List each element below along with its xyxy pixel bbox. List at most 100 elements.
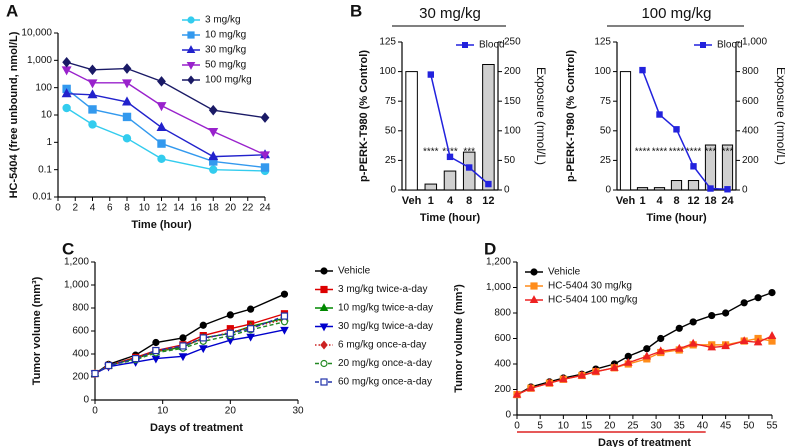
marker: [768, 289, 776, 297]
marker: [280, 290, 289, 298]
y-tick-label: 0.01: [33, 192, 53, 203]
legend-marker: [320, 267, 328, 275]
bar: [462, 151, 476, 191]
x-tick-label: Veh: [402, 195, 422, 207]
significance: ****: [423, 147, 439, 158]
y-tick-label: 0: [83, 395, 89, 406]
y-tick-label: 100: [379, 66, 396, 77]
legend-marker: [187, 16, 195, 24]
y-tick-label: 50: [600, 125, 612, 136]
y-tick-label: 0: [505, 410, 511, 421]
legend-label: HC-5404 100 mg/kg: [548, 295, 638, 306]
x-axis-label: Time (hour): [646, 212, 707, 224]
legend-label: 100 mg/kg: [205, 75, 252, 86]
marker: [591, 366, 601, 375]
y2-axis-label: Exposure (nmol/L): [534, 67, 548, 165]
panel-label: A: [6, 1, 18, 20]
marker: [246, 333, 255, 342]
marker: [157, 154, 166, 163]
y-tick-label: 10: [41, 110, 53, 121]
marker: [280, 312, 289, 320]
marker: [178, 353, 188, 362]
legend-label: HC-5404 30 mg/kg: [548, 281, 632, 292]
marker: [198, 345, 208, 354]
x-axis-label: Days of treatment: [598, 437, 691, 447]
x-tick-label: 1: [639, 195, 645, 207]
marker: [122, 63, 132, 74]
series-line: [66, 88, 266, 169]
marker: [707, 185, 714, 192]
marker: [104, 361, 113, 370]
x-tick-label: 40: [697, 421, 709, 432]
y-tick-label: 1,200: [486, 257, 511, 268]
legend-label: 30 mg/kg: [205, 45, 246, 56]
y-tick-label: 600: [72, 326, 89, 337]
marker: [754, 294, 762, 302]
x-tick-label: 5: [537, 421, 543, 432]
x-tick-label: 8: [466, 195, 472, 207]
y-tick-label: 10,000: [21, 28, 52, 39]
marker: [152, 346, 160, 355]
bar: [482, 63, 495, 191]
x-tick-label: Veh: [616, 195, 636, 207]
marker: [132, 355, 140, 363]
legend-marker: [320, 340, 328, 350]
x-tick-label: 8: [673, 195, 679, 207]
y2-tick-label: 0: [504, 185, 510, 196]
x-tick-label: 10: [139, 203, 151, 214]
y2-tick-label: 1,000: [742, 37, 767, 48]
marker: [639, 66, 646, 74]
y-tick-label: 75: [385, 96, 397, 107]
x-tick-label: 6: [107, 203, 113, 214]
y2-tick-label: 50: [504, 155, 516, 166]
marker: [226, 329, 234, 337]
bar: [670, 180, 683, 191]
marker: [767, 331, 777, 339]
x-tick-label: 15: [581, 421, 593, 432]
legend-label: 50 mg/kg: [205, 60, 246, 71]
bar: [443, 170, 457, 191]
y2-tick-label: 400: [742, 125, 759, 136]
y2-tick-label: 200: [742, 155, 759, 166]
marker: [88, 120, 97, 129]
panel-label: B: [350, 1, 362, 20]
y-tick-label: 0.1: [38, 164, 52, 175]
marker: [722, 309, 730, 317]
series-line: [66, 93, 266, 158]
y2-tick-label: 0: [742, 185, 748, 196]
legend-label: 6 mg/kg once-a-day: [338, 340, 426, 351]
legend-marker: [530, 268, 538, 276]
marker: [280, 326, 289, 335]
marker: [179, 334, 187, 342]
significance: ****: [652, 147, 668, 158]
y-tick-label: 1,000: [64, 280, 89, 291]
marker: [260, 163, 270, 172]
series-line: [66, 107, 266, 172]
x-axis-label: Days of treatment: [150, 422, 243, 434]
marker: [208, 104, 218, 116]
x-axis-label: Time (hour): [420, 212, 481, 224]
y-tick-label: 100: [594, 66, 611, 77]
x-tick-label: 20: [225, 406, 237, 417]
significance: ****: [686, 147, 702, 158]
marker: [208, 151, 219, 161]
marker: [446, 153, 454, 161]
marker: [485, 180, 492, 188]
marker: [690, 163, 697, 170]
x-tick-label: 14: [173, 203, 185, 214]
marker: [559, 374, 568, 383]
marker: [673, 126, 680, 133]
y-tick-label: 200: [494, 384, 511, 395]
marker: [739, 336, 749, 345]
x-tick-label: 25: [627, 421, 639, 432]
y-tick-label: 1,000: [27, 55, 52, 66]
x-tick-label: 35: [674, 421, 686, 432]
marker: [610, 362, 619, 371]
y-axis-label: HC-5404 (free unbound, nmol/L): [8, 31, 20, 198]
series-line: [94, 318, 285, 375]
x-tick-label: 50: [743, 421, 755, 432]
marker: [740, 299, 748, 307]
x-tick-label: 12: [156, 203, 168, 214]
panel-label: C: [62, 239, 74, 258]
y-tick-label: 0: [605, 185, 611, 196]
